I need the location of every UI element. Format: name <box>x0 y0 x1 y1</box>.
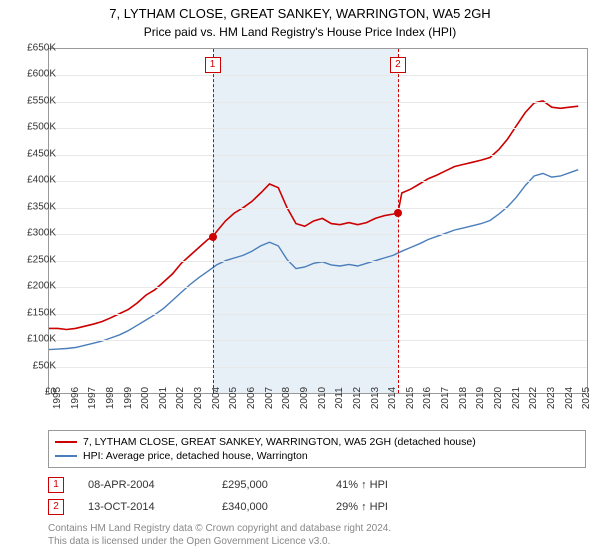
page-title: 7, LYTHAM CLOSE, GREAT SANKEY, WARRINGTO… <box>0 0 600 23</box>
event-marker: 2 <box>390 57 406 73</box>
y-tick-label: £0 <box>12 387 56 398</box>
x-tick-label: 2002 <box>175 387 186 409</box>
event-row: 1 08-APR-2004 £295,000 41% ↑ HPI <box>48 474 436 496</box>
legend-swatch <box>55 441 77 443</box>
x-tick-label: 1997 <box>87 387 98 409</box>
x-tick-label: 2018 <box>458 387 469 409</box>
series-hpi <box>49 170 578 350</box>
footer-attribution: Contains HM Land Registry data © Crown c… <box>48 522 391 548</box>
x-tick-label: 2025 <box>581 387 592 409</box>
legend-item: HPI: Average price, detached house, Warr… <box>55 449 579 463</box>
x-tick-label: 2003 <box>193 387 204 409</box>
legend-label: 7, LYTHAM CLOSE, GREAT SANKEY, WARRINGTO… <box>83 436 476 448</box>
y-tick-label: £50K <box>12 360 56 371</box>
event-date: 13-OCT-2014 <box>88 501 198 513</box>
legend-item: 7, LYTHAM CLOSE, GREAT SANKEY, WARRINGTO… <box>55 435 579 449</box>
event-line <box>213 49 214 393</box>
event-row: 2 13-OCT-2014 £340,000 29% ↑ HPI <box>48 496 436 518</box>
x-tick-label: 2013 <box>370 387 381 409</box>
x-tick-label: 1998 <box>105 387 116 409</box>
x-tick-label: 2001 <box>158 387 169 409</box>
y-tick-label: £150K <box>12 307 56 318</box>
y-tick-label: £450K <box>12 148 56 159</box>
gridline <box>49 155 587 156</box>
x-tick-label: 2021 <box>511 387 522 409</box>
y-tick-label: £400K <box>12 175 56 186</box>
y-tick-label: £100K <box>12 334 56 345</box>
footer-line-2: This data is licensed under the Open Gov… <box>48 535 391 548</box>
event-number-box: 2 <box>48 499 64 515</box>
x-tick-label: 2022 <box>528 387 539 409</box>
x-tick-label: 1999 <box>123 387 134 409</box>
event-dot <box>209 233 217 241</box>
x-tick-label: 2017 <box>440 387 451 409</box>
legend-swatch <box>55 455 77 457</box>
series-property <box>49 101 578 330</box>
gridline <box>49 181 587 182</box>
line-chart-svg <box>49 49 587 393</box>
x-tick-label: 2012 <box>352 387 363 409</box>
gridline <box>49 261 587 262</box>
footer-line-1: Contains HM Land Registry data © Crown c… <box>48 522 391 535</box>
legend-label: HPI: Average price, detached house, Warr… <box>83 450 308 462</box>
y-tick-label: £650K <box>12 43 56 54</box>
x-tick-label: 2016 <box>422 387 433 409</box>
chart-container: 7, LYTHAM CLOSE, GREAT SANKEY, WARRINGTO… <box>0 0 600 560</box>
x-tick-label: 2008 <box>281 387 292 409</box>
gridline <box>49 208 587 209</box>
x-tick-label: 2004 <box>211 387 222 409</box>
event-diff: 41% ↑ HPI <box>336 479 436 491</box>
x-tick-label: 2010 <box>317 387 328 409</box>
x-tick-label: 2005 <box>228 387 239 409</box>
x-tick-label: 2009 <box>299 387 310 409</box>
x-tick-label: 1996 <box>70 387 81 409</box>
gridline <box>49 340 587 341</box>
y-tick-label: £300K <box>12 228 56 239</box>
x-tick-label: 1995 <box>52 387 63 409</box>
y-tick-label: £600K <box>12 69 56 80</box>
x-tick-label: 2019 <box>475 387 486 409</box>
x-tick-label: 2023 <box>546 387 557 409</box>
event-price: £340,000 <box>222 501 312 513</box>
event-line <box>398 49 399 393</box>
x-tick-label: 2007 <box>264 387 275 409</box>
y-tick-label: £550K <box>12 95 56 106</box>
chart-plot-area: 12 <box>48 48 588 394</box>
gridline <box>49 367 587 368</box>
events-table: 1 08-APR-2004 £295,000 41% ↑ HPI 2 13-OCT-201… <box>48 474 436 518</box>
event-number-box: 1 <box>48 477 64 493</box>
gridline <box>49 287 587 288</box>
x-tick-label: 2006 <box>246 387 257 409</box>
x-tick-label: 2011 <box>334 387 345 409</box>
event-price: £295,000 <box>222 479 312 491</box>
x-tick-label: 2014 <box>387 387 398 409</box>
event-dot <box>394 209 402 217</box>
gridline <box>49 128 587 129</box>
page-subtitle: Price paid vs. HM Land Registry's House … <box>0 23 600 39</box>
x-tick-label: 2015 <box>405 387 416 409</box>
x-tick-label: 2024 <box>564 387 575 409</box>
legend: 7, LYTHAM CLOSE, GREAT SANKEY, WARRINGTO… <box>48 430 586 468</box>
y-tick-label: £500K <box>12 122 56 133</box>
x-tick-label: 2000 <box>140 387 151 409</box>
x-tick-label: 2020 <box>493 387 504 409</box>
event-date: 08-APR-2004 <box>88 479 198 491</box>
y-tick-label: £350K <box>12 201 56 212</box>
gridline <box>49 314 587 315</box>
y-tick-label: £250K <box>12 254 56 265</box>
gridline <box>49 75 587 76</box>
event-diff: 29% ↑ HPI <box>336 501 436 513</box>
gridline <box>49 102 587 103</box>
gridline <box>49 234 587 235</box>
event-marker: 1 <box>205 57 221 73</box>
y-tick-label: £200K <box>12 281 56 292</box>
